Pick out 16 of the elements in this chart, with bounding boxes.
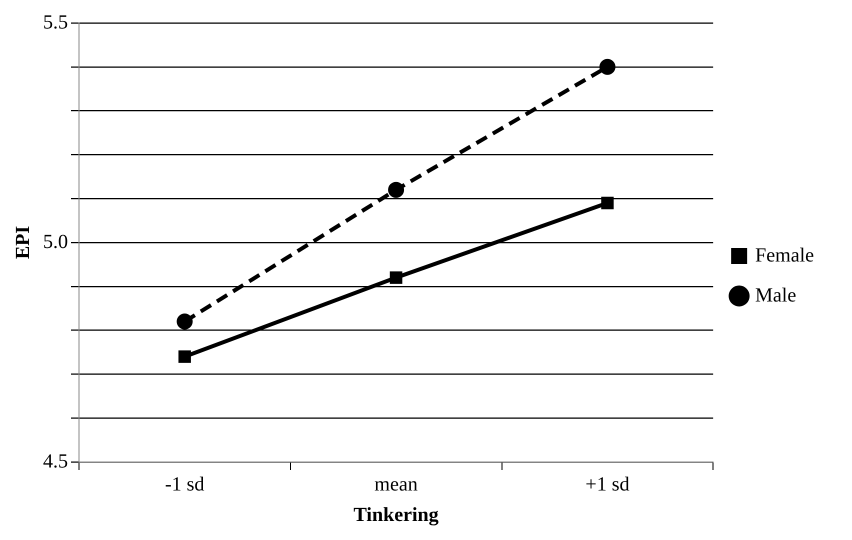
x-tick-label: -1 sd (164, 473, 204, 496)
x-tick-label: +1 sd (585, 473, 630, 496)
legend-label: Female (755, 244, 814, 266)
legend-label: Male (755, 284, 796, 306)
point (388, 182, 404, 198)
y-tick-label: 5.5 (43, 11, 68, 34)
point (176, 314, 193, 330)
y-tick-label: 5.0 (43, 230, 68, 253)
point (390, 271, 402, 284)
point (178, 350, 191, 363)
point (599, 58, 616, 75)
point (601, 196, 614, 210)
y-axis-title: EPI (12, 226, 34, 260)
x-tick-label: mean (374, 473, 418, 496)
y-tick-label: 4.5 (43, 450, 68, 472)
x-axis-title: Tinkering (353, 504, 439, 526)
